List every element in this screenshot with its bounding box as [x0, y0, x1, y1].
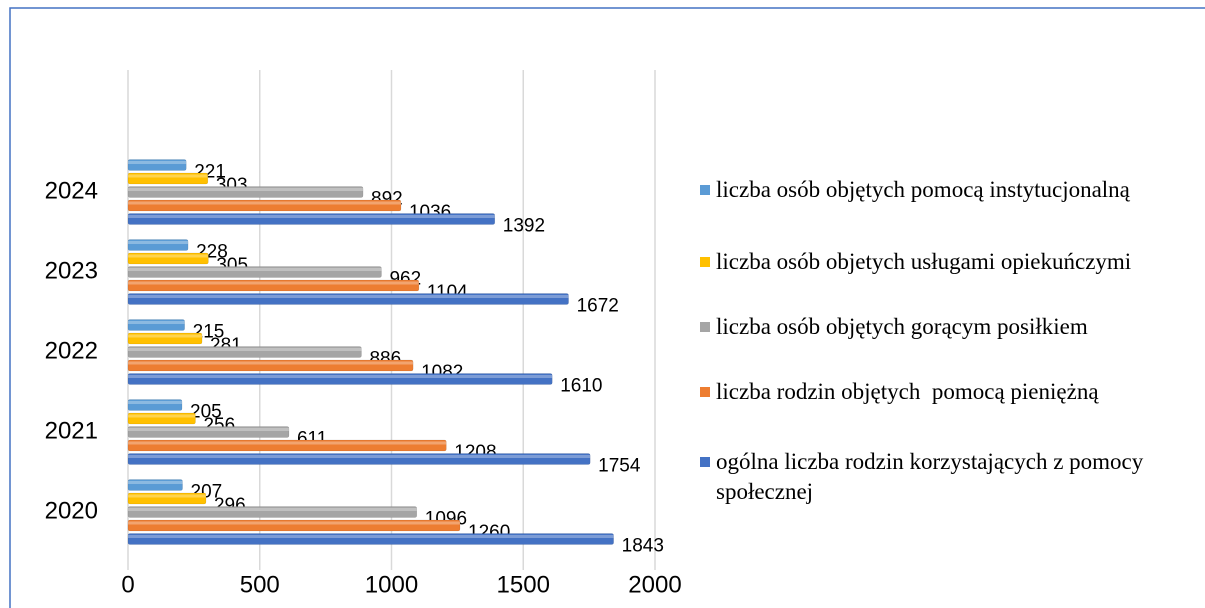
bar [127, 199, 402, 212]
bar [127, 492, 207, 505]
bar [127, 412, 196, 425]
x-tick-label: 1500 [497, 571, 550, 598]
legend-label: liczba rodzin objętych pomocą pieniężną [716, 379, 1099, 404]
bar [127, 373, 553, 385]
bar [127, 506, 418, 518]
chart-border [9, 7, 1205, 608]
legend-swatch [700, 457, 710, 467]
y-tick-label: 2021 [45, 417, 98, 444]
legend-label: ogólna liczba rodzin korzystających z po… [716, 449, 1150, 504]
bar [127, 186, 364, 198]
data-label: 1754 [598, 456, 641, 477]
data-label: 205 [190, 402, 222, 423]
x-tick-label: 2000 [628, 571, 681, 598]
data-label: 1392 [503, 216, 545, 237]
data-label: 1843 [622, 536, 664, 557]
bar [127, 319, 185, 331]
y-tick-label: 2020 [45, 497, 98, 524]
bar [127, 533, 614, 545]
bar [127, 519, 461, 532]
legend-swatch [700, 387, 710, 397]
legend-swatch [700, 257, 710, 267]
x-tick-label: 500 [240, 571, 280, 598]
legend-label: liczba osób objętych gorącym posiłkiem [716, 314, 1088, 339]
bar [127, 239, 189, 251]
data-label: 1672 [577, 296, 619, 317]
legend-swatch [700, 185, 710, 195]
bar [127, 332, 203, 345]
legend-label: liczba osób objetych usługami opiekuńczy… [716, 249, 1132, 274]
y-tick-label: 2022 [45, 337, 98, 364]
y-tick-label: 2024 [45, 177, 98, 204]
legend-label: liczba osób objętych pomocą instytucjona… [716, 177, 1130, 202]
x-tick-label: 1000 [365, 571, 418, 598]
bar [127, 252, 209, 265]
bar [127, 293, 569, 305]
data-label: 1610 [560, 376, 602, 397]
bar [127, 159, 187, 171]
bar [127, 172, 209, 185]
legend-swatch [700, 322, 710, 332]
bar [127, 279, 420, 292]
bar [127, 439, 447, 452]
bar [127, 213, 496, 225]
bar [127, 359, 414, 372]
y-tick-label: 2023 [45, 257, 98, 284]
bar [127, 453, 591, 465]
bar [127, 266, 382, 278]
bar [127, 399, 183, 411]
x-tick-label: 0 [121, 571, 134, 598]
bar [127, 346, 362, 358]
bar [127, 479, 183, 491]
bar [127, 426, 290, 438]
